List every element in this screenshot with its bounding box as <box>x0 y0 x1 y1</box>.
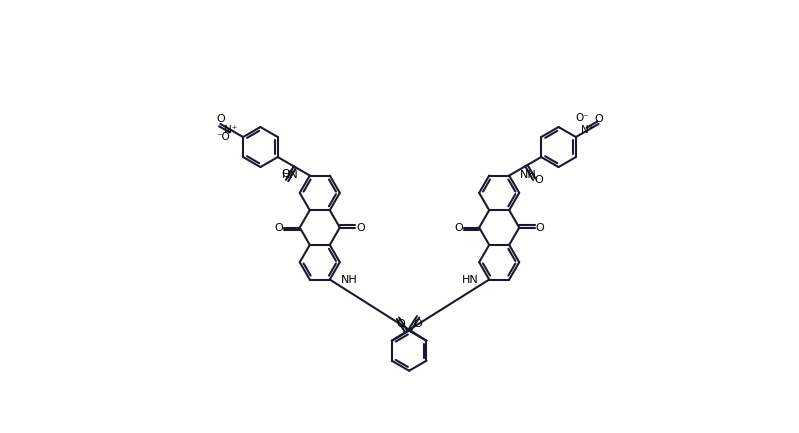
Text: O: O <box>535 223 544 233</box>
Text: NH: NH <box>520 170 537 180</box>
Text: HN: HN <box>462 275 479 285</box>
Text: N⁺: N⁺ <box>225 125 238 135</box>
Text: O: O <box>275 223 284 233</box>
Text: O: O <box>396 319 405 329</box>
Text: O: O <box>534 175 543 185</box>
Text: NH: NH <box>340 275 357 285</box>
Text: O: O <box>413 319 422 329</box>
Text: O: O <box>356 223 365 233</box>
Text: O: O <box>594 113 603 123</box>
Text: HN: HN <box>282 170 299 180</box>
Text: O: O <box>454 223 463 233</box>
Text: N⁺: N⁺ <box>581 125 594 135</box>
Text: O⁻: O⁻ <box>575 113 590 123</box>
Text: O: O <box>216 113 225 123</box>
Text: O: O <box>281 169 290 179</box>
Text: ⁻O: ⁻O <box>217 132 230 142</box>
